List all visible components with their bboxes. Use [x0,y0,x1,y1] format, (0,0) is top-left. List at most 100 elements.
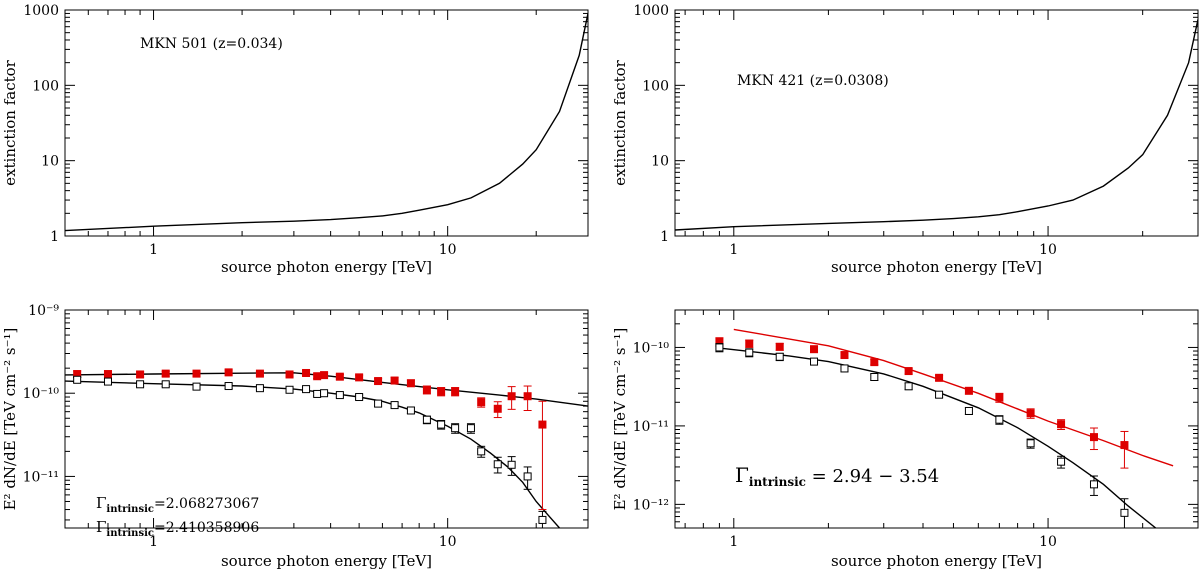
observed-point [964,406,973,415]
y-tick-label: 1000 [23,3,59,19]
observed-point [103,377,112,386]
intrinsic-point [451,387,460,396]
observed-point [935,390,944,399]
y-tick-label: 10⁻¹⁰ [23,386,60,402]
x-axis-title: source photon energy [TeV] [831,258,1042,276]
x-axis-ticks [64,310,589,528]
y-tick-label: 1 [660,229,669,245]
intrinsic-point [904,367,913,376]
extinction-curve [65,13,588,232]
observed-point [1057,457,1066,466]
intrinsic-point [192,369,201,378]
observed-point [775,352,784,361]
observed-point [73,375,82,384]
intrinsic-point [255,369,264,378]
intrinsic-point [477,398,486,407]
source-annotation: MKN 501 (z=0.034) [140,36,283,52]
intrinsic-point [335,372,344,381]
panel-mkn421-extinction: 1 10 1 10 100 1000 source photon energy [TeV] e… [611,3,1199,276]
y-axis-title: E² dN/dE [TeV cm⁻² s⁻¹] [611,328,629,511]
intrinsic-point [103,370,112,379]
intrinsic-point [775,342,784,351]
fit-curve [733,328,1174,467]
observed-point [451,424,460,433]
intrinsic-point [355,373,364,382]
intrinsic-point [302,368,311,377]
x-axis-title: source photon energy [TeV] [831,552,1042,570]
intrinsic-point [538,420,547,429]
observed-point [715,343,724,352]
y-axis-ticks [675,309,1198,529]
x-axis-ticks [64,10,589,236]
intrinsic-point [995,393,1004,402]
observed-point [192,382,201,391]
plot-frame [674,309,1199,529]
observed-point [1089,480,1098,489]
intrinsic-point [493,404,502,413]
intrinsic-point [374,377,383,386]
intrinsic-point [437,387,446,396]
observed-point [493,460,502,469]
y-axis-title: E² dN/dE [TeV cm⁻² s⁻¹] [1,328,19,511]
plot-frame [64,309,589,529]
x-tick-label: 1 [149,534,158,550]
data-layer [675,19,1198,231]
gamma-label: Γintrinsic=2.068273067 [96,494,259,515]
x-axis-ticks [684,10,1199,236]
intrinsic-point [161,369,170,378]
y-axis-title: extinction factor [611,59,629,185]
intrinsic-point [406,379,415,388]
observed-point [320,389,329,398]
observed-point [507,460,516,469]
observed-point [745,348,754,357]
gamma-label: Γintrinsic = 2.94 − 3.54 [735,463,939,489]
observed-point [466,424,475,433]
observed-point [302,385,311,394]
x-tick-label: 1 [729,534,738,550]
x-axis-title: source photon energy [TeV] [221,258,432,276]
observed-point [136,380,145,389]
intrinsic-point [1089,433,1098,442]
observed-point [374,399,383,408]
x-tick-label: 10 [1039,242,1057,258]
observed-point [335,391,344,400]
intrinsic-point [745,339,754,348]
observed-point [390,401,399,410]
gamma-value: = 2.94 − 3.54 [806,466,939,487]
x-tick-label: 10 [439,242,457,258]
plot-frame [64,9,589,237]
observed-point [810,357,819,366]
intrinsic-point [1120,441,1129,450]
y-tick-label: 100 [642,78,669,94]
observed-point [285,385,294,394]
panel-mkn421-spectrum: 1 10 10⁻¹² 10⁻¹¹ 10⁻¹⁰ source photon energy [… [611,309,1199,570]
observed-point [1120,508,1129,517]
intrinsic-point [136,370,145,379]
plot-frame [674,9,1199,237]
intrinsic-point [224,368,233,377]
y-axis-title: extinction factor [1,59,19,185]
y-tick-label: 10⁻¹¹ [633,419,669,435]
intrinsic-point [313,372,322,381]
data-layer [65,368,588,528]
x-axis-ticks [684,310,1199,528]
observed-point [313,389,322,398]
gamma-symbol: Γ [96,494,106,512]
gamma-value: =2.410358906 [154,520,259,536]
observed-point [255,384,264,393]
observed-point [1026,439,1035,448]
observed-point [870,373,879,382]
gamma-value: =2.068273067 [154,496,259,512]
observed-point [840,364,849,373]
observed-point [437,420,446,429]
y-axis-ticks [65,309,588,521]
observed-point [523,472,532,481]
intrinsic-point [1026,409,1035,418]
intrinsic-point [390,376,399,385]
observed-point [355,393,364,402]
y-tick-label: 1000 [633,3,669,19]
y-tick-label: 10⁻¹⁰ [633,340,670,356]
intrinsic-point [1057,420,1066,429]
y-tick-label: 10⁻¹¹ [23,469,59,485]
